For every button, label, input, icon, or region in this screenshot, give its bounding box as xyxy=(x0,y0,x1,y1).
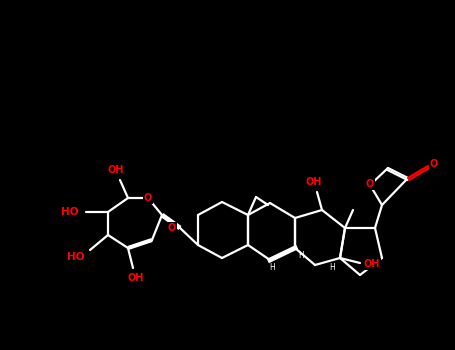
Text: H: H xyxy=(298,252,304,260)
Text: OH: OH xyxy=(306,177,322,187)
Text: HO: HO xyxy=(67,252,85,262)
Text: H: H xyxy=(269,264,275,273)
Text: HO: HO xyxy=(61,207,79,217)
Text: O: O xyxy=(430,159,438,169)
Text: O: O xyxy=(366,179,374,189)
Text: H: H xyxy=(329,264,335,273)
Text: O: O xyxy=(168,223,176,233)
Text: OH: OH xyxy=(128,273,144,283)
Text: OH: OH xyxy=(108,165,124,175)
Text: O: O xyxy=(144,193,152,203)
Text: OH: OH xyxy=(364,259,380,269)
